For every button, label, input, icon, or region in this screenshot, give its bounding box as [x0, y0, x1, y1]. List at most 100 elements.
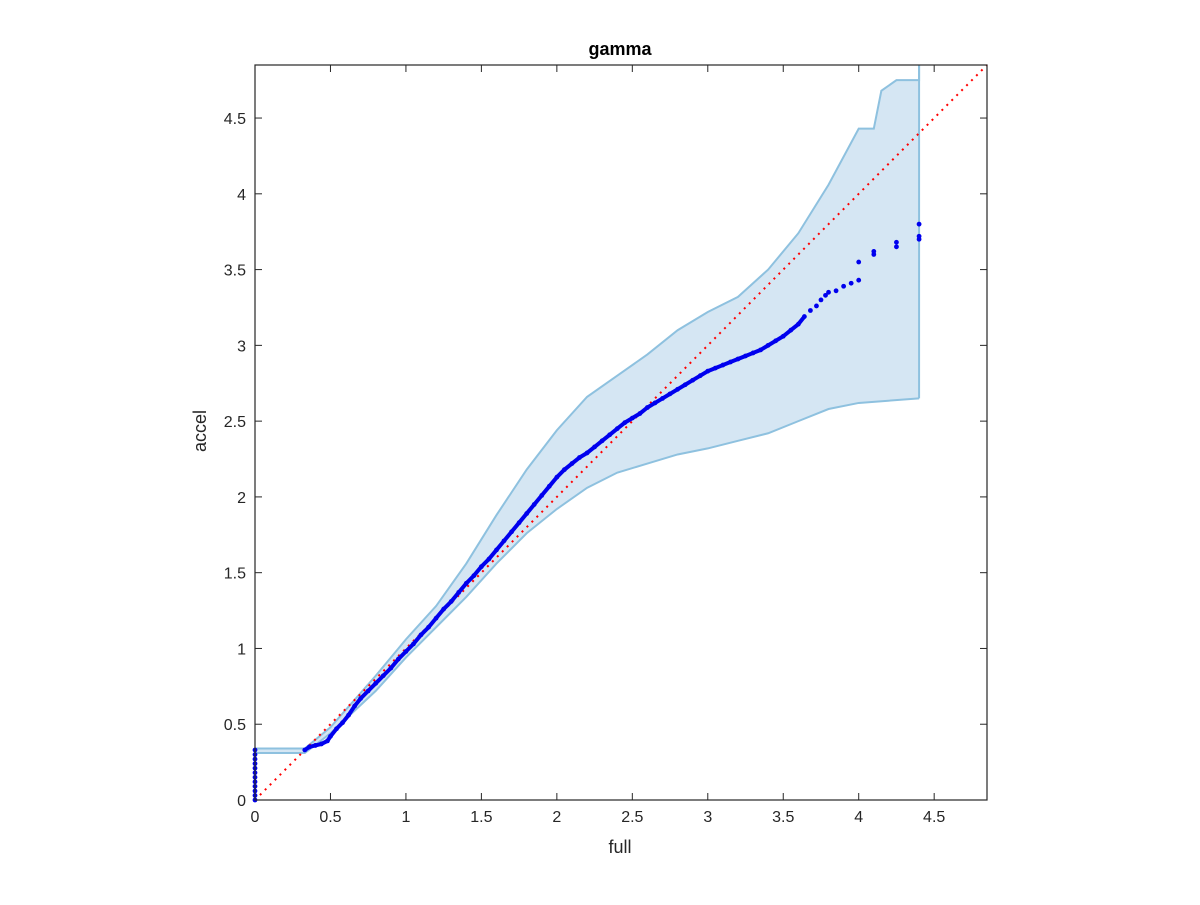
data-point	[599, 438, 605, 444]
data-point	[916, 233, 922, 239]
data-point	[319, 741, 324, 747]
data-point	[720, 362, 726, 368]
data-point	[494, 547, 499, 553]
y-tick-label: 2.5	[224, 414, 246, 431]
data-point	[531, 502, 537, 507]
data-point	[788, 327, 794, 333]
data-point	[471, 573, 477, 579]
x-tick-label: 3	[703, 809, 712, 826]
data-point	[478, 564, 484, 570]
x-tick-label: 4	[854, 809, 863, 826]
x-tick-label: 2.5	[621, 809, 643, 826]
data-point	[614, 426, 620, 432]
y-tick-label: 0.5	[224, 717, 246, 734]
data-point	[675, 386, 680, 392]
data-point	[743, 353, 748, 359]
data-point	[856, 259, 862, 265]
data-point	[916, 221, 922, 227]
data-point	[780, 333, 786, 339]
x-axis-label: full	[608, 837, 631, 857]
plot-area: 0 0.5 1 1.5 2 2.5 3 3.5 4 4.5 0 0.5 1 1.5 2 2.5 3 3.5 4 4.5	[224, 64, 988, 826]
y-tick-label: 4.5	[224, 111, 246, 128]
data-point	[818, 297, 824, 303]
data-point	[801, 314, 807, 319]
x-tick-label: 1	[401, 809, 410, 826]
data-point	[509, 529, 514, 535]
data-point	[411, 641, 416, 647]
data-point	[894, 244, 899, 250]
data-point	[795, 321, 801, 327]
data-point	[426, 624, 431, 630]
point-trace	[303, 315, 806, 752]
data-point	[637, 411, 643, 416]
x-tick-label: 2	[552, 809, 561, 826]
data-point	[622, 420, 628, 426]
data-point	[302, 747, 308, 753]
data-point	[758, 347, 764, 353]
data-point	[546, 483, 552, 489]
data-point	[418, 632, 424, 638]
data-point	[712, 365, 718, 371]
data-point	[486, 556, 492, 562]
data-point	[403, 649, 409, 654]
data-point	[365, 688, 371, 694]
data-point	[728, 359, 733, 365]
data-point	[750, 350, 756, 356]
data-point	[833, 288, 839, 294]
data-point	[554, 474, 560, 480]
chart-title: gamma	[588, 39, 652, 59]
data-point	[592, 444, 597, 450]
data-point	[340, 720, 345, 726]
y-tick-label: 3	[237, 338, 246, 355]
y-tick-label: 2	[237, 490, 246, 507]
data-point	[841, 283, 847, 289]
x-tick-label: 0.5	[319, 809, 341, 826]
data-point	[562, 467, 567, 473]
reference-line	[254, 64, 988, 801]
data-point	[539, 492, 545, 498]
x-tick-label: 0	[251, 809, 260, 826]
data-point	[334, 726, 339, 732]
data-point	[312, 743, 318, 748]
data-point	[325, 738, 330, 744]
band-lower-edge	[255, 397, 920, 755]
data-point	[645, 405, 650, 410]
data-point	[629, 415, 635, 421]
data-point	[765, 342, 771, 348]
data-point	[577, 455, 582, 460]
y-tick-label: 1	[237, 641, 246, 658]
data-point	[894, 239, 899, 245]
y-tick-label: 3.5	[224, 263, 246, 280]
y-tick-label: 1.5	[224, 566, 246, 583]
data-point	[735, 356, 741, 362]
data-point	[524, 511, 530, 516]
data-point	[441, 606, 447, 612]
data-point	[660, 396, 665, 401]
data-point	[380, 673, 386, 679]
data-point	[373, 680, 379, 686]
data-point	[463, 580, 469, 586]
x-tick-label: 3.5	[772, 809, 794, 826]
data-point	[501, 538, 507, 544]
data-point	[328, 733, 333, 739]
data-point	[808, 308, 813, 313]
data-point	[823, 292, 828, 298]
data-point	[690, 377, 696, 383]
data-point	[667, 391, 673, 397]
data-point	[682, 382, 688, 388]
x-tick-label: 1.5	[470, 809, 492, 826]
data-point	[705, 368, 711, 374]
y-tick-label: 4	[237, 187, 246, 204]
data-point	[388, 665, 394, 671]
data-point	[856, 277, 862, 283]
data-point	[871, 249, 877, 254]
confidence-band	[255, 65, 920, 754]
data-point	[773, 338, 779, 344]
data-point	[306, 744, 312, 750]
data-point	[395, 656, 401, 662]
data-point	[826, 289, 831, 295]
data-point	[448, 599, 454, 604]
data-point	[697, 373, 703, 379]
